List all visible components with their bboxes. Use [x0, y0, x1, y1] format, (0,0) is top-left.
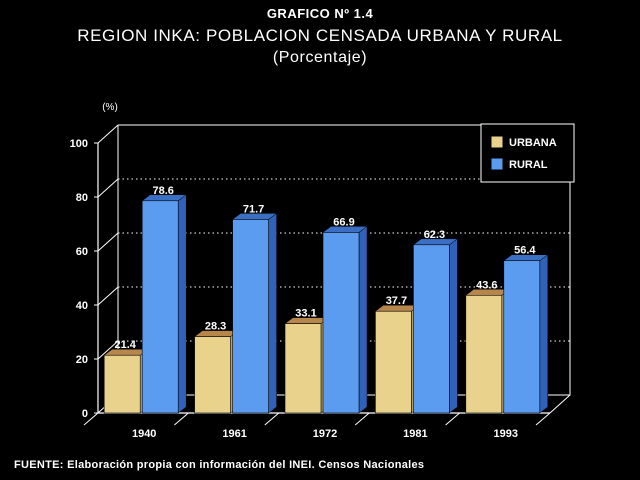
y-tick-label: 100 — [70, 138, 88, 150]
data-label: 62.3 — [424, 229, 445, 241]
bar-rural-1961 — [232, 219, 269, 414]
chart-number: GRAFICO Nº 1.4 — [266, 6, 374, 21]
bar-rural-1993 — [503, 260, 541, 414]
chart-subtitle: (Porcentaje) — [272, 49, 368, 66]
data-label: 21.4 — [114, 339, 136, 351]
chart-title: REGION INKA: POBLACION CENSADA URBANA Y … — [77, 26, 563, 45]
floor-right-edge — [549, 394, 571, 414]
legend-label-rural: RURAL — [509, 159, 548, 171]
bar-rural-1981 — [413, 244, 450, 414]
bar-side — [177, 194, 187, 414]
data-label: 56.4 — [514, 245, 536, 257]
data-label: 66.9 — [333, 216, 354, 228]
y-tick-label: 80 — [76, 192, 88, 204]
bar-side — [539, 254, 549, 414]
side-wall-line — [97, 232, 119, 252]
bar-rural-1972 — [322, 232, 360, 414]
data-label: 37.7 — [386, 295, 407, 307]
side-wall-line — [97, 124, 119, 144]
data-label: 28.3 — [205, 321, 226, 333]
x-tick — [264, 412, 280, 426]
y-tick-label: 0 — [82, 408, 88, 420]
x-tick — [354, 412, 370, 426]
x-tick — [83, 412, 99, 426]
source-note: FUENTE: Elaboración propia con informaci… — [14, 459, 425, 471]
bar-side — [358, 225, 368, 414]
y-axis-label: (%) — [102, 102, 118, 113]
x-tick — [535, 412, 551, 426]
x-tick — [174, 412, 189, 426]
bar-side — [449, 238, 458, 414]
data-label: 78.6 — [152, 185, 173, 197]
legend-swatch-urbana — [490, 135, 504, 149]
x-tick-label: 1981 — [403, 428, 427, 440]
bar-urbana-1972 — [284, 323, 322, 414]
x-tick-label: 1940 — [132, 428, 156, 440]
side-wall-line — [97, 340, 119, 360]
x-tick — [445, 412, 460, 426]
bar-urbana-1961 — [194, 336, 231, 414]
x-tick-label: 1972 — [313, 428, 337, 440]
side-wall-line — [97, 178, 119, 198]
bar-rural-1940 — [141, 200, 179, 414]
side-wall-line — [97, 286, 119, 306]
bar-urbana-1940 — [103, 354, 141, 414]
x-tick-label: 1993 — [494, 428, 518, 440]
bar-urbana-1981 — [375, 310, 412, 414]
y-tick-label: 20 — [76, 354, 88, 366]
bar-urbana-1993 — [465, 294, 503, 414]
legend-swatch-rural — [490, 157, 504, 171]
x-tick-label: 1961 — [222, 428, 246, 440]
bar-side — [268, 212, 277, 414]
legend-label-urbana: URBANA — [509, 137, 557, 149]
legend-box — [480, 123, 575, 183]
data-label: 71.7 — [243, 203, 264, 215]
y-tick-label: 40 — [76, 300, 88, 312]
data-label: 43.6 — [476, 279, 497, 291]
data-label: 33.1 — [295, 308, 316, 320]
y-tick-label: 60 — [76, 246, 88, 258]
